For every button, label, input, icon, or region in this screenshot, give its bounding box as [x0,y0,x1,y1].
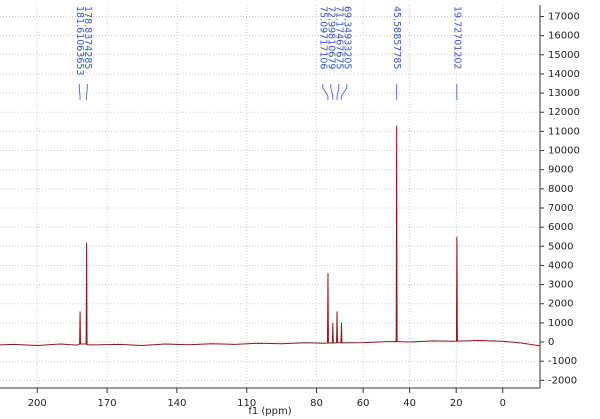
peak-connector [336,84,340,100]
y-tick-label: 3000 [548,280,573,291]
y-tick-label: 9000 [548,165,573,176]
x-tick-label: 0 [500,398,506,409]
x-tick-label: 80 [310,398,323,409]
peak-connector [322,84,329,100]
y-tick-label: 2000 [548,299,573,310]
x-tick-label: 20 [450,398,463,409]
y-tick-label: 8000 [548,184,573,195]
x-tick-label: 40 [403,398,416,409]
y-tick-label: 16000 [548,31,580,42]
peak-label: 45.58857785 [391,6,402,69]
peak-label: 72.99810679 [325,6,336,69]
y-tick-label: 1000 [548,318,573,329]
peak-label: 71.17467675 [333,6,344,69]
peak-connector [86,84,88,100]
y-tick-label: 13000 [548,88,580,99]
y-tick-label: 11000 [548,126,580,137]
x-axis-label: f1 (ppm) [248,406,291,417]
x-tick-label: 140 [167,398,186,409]
x-tick-label: 60 [357,398,370,409]
y-tick-label: 4000 [548,260,573,271]
x-tick-label: 200 [28,398,47,409]
peak-label: 181.61063653 [74,6,85,76]
peak-label: 178.8374285 [82,6,93,69]
peak-connector [330,84,334,100]
y-tick-label: 17000 [548,11,580,22]
peak-connector [340,84,348,100]
y-tick-label: 12000 [548,107,580,118]
x-tick-label: 170 [98,398,117,409]
y-tick-label: 14000 [548,69,580,80]
peak-label: 69.34933205 [341,6,352,69]
peak-label: 19.72701202 [451,6,462,69]
y-tick-label: 6000 [548,222,573,233]
y-tick-label: 0 [548,337,554,348]
y-tick-label: -2000 [548,375,577,386]
y-tick-label: 10000 [548,146,580,157]
peak-label: 75.09717106 [317,6,328,69]
x-tick-label: 110 [237,398,256,409]
spectrum-line [0,125,541,347]
y-tick-label: -1000 [548,356,577,367]
y-tick-label: 7000 [548,203,573,214]
peak-connector [78,84,81,100]
y-tick-label: 5000 [548,241,573,252]
y-tick-label: 15000 [548,50,580,61]
